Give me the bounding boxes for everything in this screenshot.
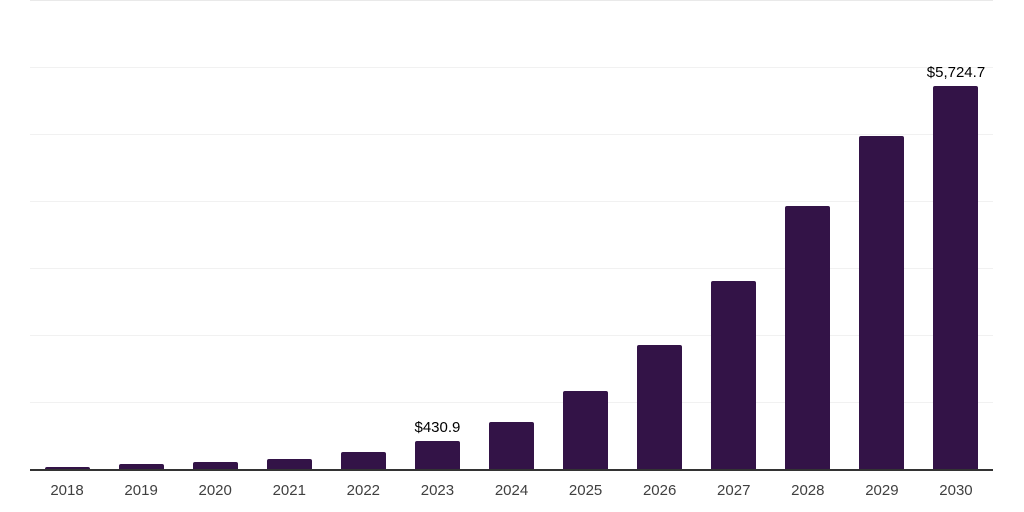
bar-2023 xyxy=(414,441,460,470)
bar-slot-2026 xyxy=(623,1,697,470)
bar-2021 xyxy=(266,459,312,470)
bar-2027 xyxy=(711,281,757,470)
bar-2020 xyxy=(192,462,238,470)
x-tick-2021: 2021 xyxy=(272,482,306,499)
bar-slot-2020 xyxy=(178,1,252,470)
bar-2022 xyxy=(340,452,386,470)
gridline-5000 xyxy=(30,134,993,135)
x-tick-2029: 2029 xyxy=(865,482,899,499)
gridline-1000 xyxy=(30,402,993,403)
bar-slot-2025 xyxy=(549,1,623,470)
bar-2026 xyxy=(637,345,683,470)
data-label-2030: $5,724.7 xyxy=(926,64,986,82)
bar-2025 xyxy=(563,391,609,470)
bar-2028 xyxy=(785,206,831,470)
gridline-2000 xyxy=(30,335,993,336)
bar-2024 xyxy=(489,422,534,470)
bar-slot-2022 xyxy=(326,1,400,470)
bar-slot-2029 xyxy=(845,1,919,470)
x-tick-2030: 2030 xyxy=(939,482,973,499)
x-axis-line xyxy=(30,469,993,471)
bar-2030 xyxy=(933,86,979,470)
x-tick-2019: 2019 xyxy=(124,482,158,499)
bar-slot-2018 xyxy=(30,1,104,470)
bar-2029 xyxy=(859,136,905,470)
bars: $430.9 $5,724.7 xyxy=(30,1,993,470)
bar-slot-2024 xyxy=(474,1,548,470)
x-tick-2023: 2023 xyxy=(420,482,455,499)
gridline-7000 xyxy=(30,0,993,1)
gridline-4000 xyxy=(30,201,993,202)
plot-area: $430.9 $5,724.7 xyxy=(30,0,993,471)
bar-2018 xyxy=(44,466,90,470)
bar-slot-2030: $5,724.7 xyxy=(919,1,993,470)
bar-2019 xyxy=(118,463,164,470)
x-tick-2018: 2018 xyxy=(50,482,84,499)
x-tick-2024: 2024 xyxy=(494,482,529,499)
bar-slot-2023: $430.9 xyxy=(400,1,474,470)
x-axis-tick-labels: 2018 2019 2020 2021 2022 2023 2024 2025 2026 2027… xyxy=(30,483,993,498)
x-tick-2026: 2026 xyxy=(642,482,677,499)
bar-slot-2021 xyxy=(252,1,326,470)
data-label-2023: $430.9 xyxy=(414,419,461,437)
x-tick-2020: 2020 xyxy=(198,482,232,499)
gridline-3000 xyxy=(30,268,993,269)
x-tick-2022: 2022 xyxy=(346,482,381,499)
gridline-6000 xyxy=(30,67,993,68)
x-tick-2025: 2025 xyxy=(568,482,603,499)
bar-slot-2028 xyxy=(771,1,845,470)
x-tick-2028: 2028 xyxy=(791,482,825,499)
bar-slot-2019 xyxy=(104,1,178,470)
x-tick-2027: 2027 xyxy=(717,482,751,499)
bar-slot-2027 xyxy=(697,1,771,470)
